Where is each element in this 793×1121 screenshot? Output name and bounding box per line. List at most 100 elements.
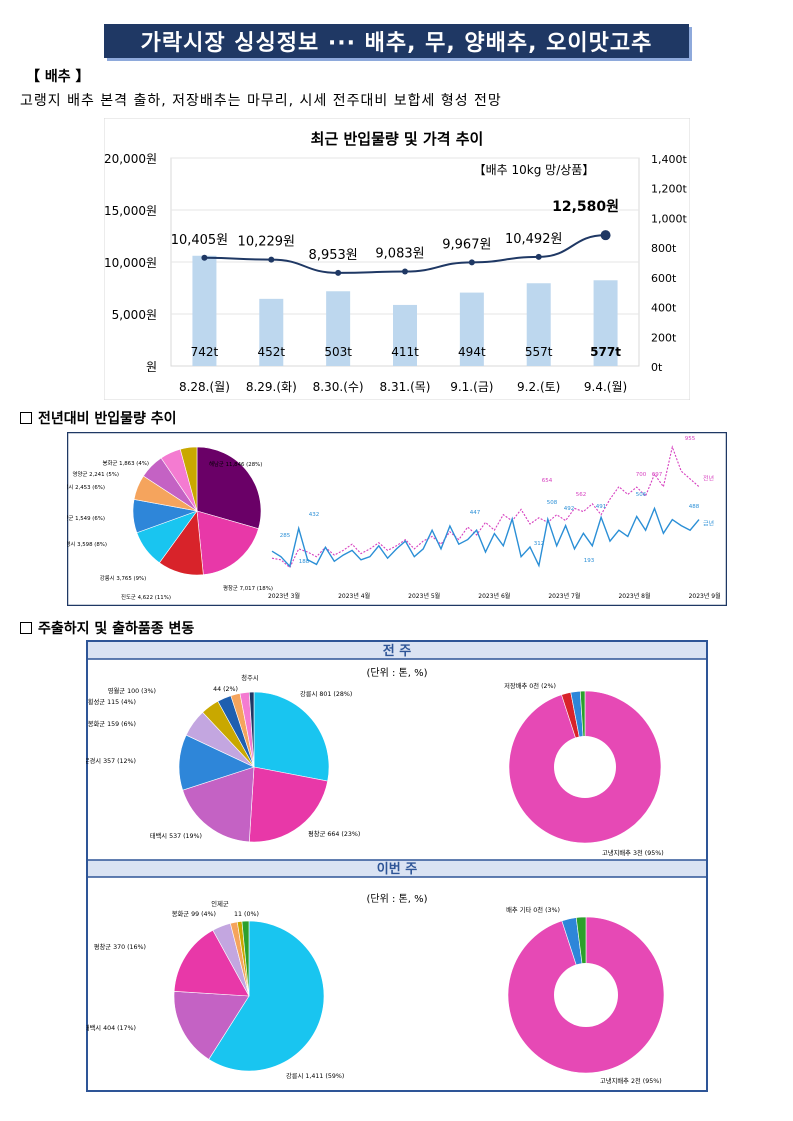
- point-label: 654: [542, 478, 553, 484]
- current-origin-pie-slice: [241, 920, 250, 997]
- y-right-tick: 200t: [651, 331, 677, 344]
- x-tick-label: 2023년 6월: [478, 592, 510, 600]
- pie-label: 평창군 7,017 (18%): [223, 584, 273, 592]
- price-label: 10,229원: [238, 235, 295, 250]
- point-label: 488: [689, 504, 700, 510]
- origin-heading: 주출하지 및 출하품종 변동: [20, 618, 194, 638]
- pie-label: 문경시 3,598 (8%): [67, 541, 107, 548]
- x-tick-label: 8.30.(수): [313, 380, 364, 394]
- x-tick-label: 2023년 4월: [338, 592, 370, 600]
- current-origin-pie-slice: [208, 920, 325, 1072]
- price-label: 9,967원: [442, 237, 491, 252]
- price-label: 10,492원: [505, 232, 562, 247]
- x-tick-label: 8.29.(화): [246, 380, 297, 394]
- volume-label: 494t: [458, 345, 486, 359]
- prev-origin-pie-slice: [248, 766, 329, 843]
- y-left-tick: 원: [146, 360, 157, 374]
- price-label: 10,405원: [171, 233, 228, 248]
- point-label: 188: [299, 559, 310, 565]
- price-volume-chart: 최근 반입물량 및 가격 추이 【배추 10kg 망/상품】 원 5,000원 10,0…: [104, 118, 690, 400]
- volume-bar: [459, 292, 484, 366]
- price-point: [535, 253, 542, 260]
- x-tick-label: 9.4.(월): [584, 380, 627, 394]
- trend-heading-label: 전년대비 반입물량 추이: [38, 411, 177, 427]
- point-label: 447: [470, 510, 481, 516]
- point-label: 700: [636, 472, 647, 478]
- yearly-pie-slice: [196, 446, 262, 530]
- current-origin-pie-slice: [173, 990, 250, 1060]
- price-label: 12,580원: [552, 199, 619, 215]
- yearly-volume-panel: 해남군 11,846 (28%) 평창군 7,017 (18%) 진도군 4,622…: [67, 432, 727, 606]
- period-label-current: 이번 주: [377, 861, 417, 877]
- origin-variety-panel: 전 주이번 주 (단위 : 톤, %) (단위 : 톤, %) 강릉시 801 (28…: [86, 640, 708, 1092]
- volume-label: 503t: [324, 345, 352, 359]
- y-right-tick: 1,200t: [651, 183, 687, 196]
- period-band-current: [88, 860, 706, 877]
- pie-label: 예산군 1,549 (6%): [67, 514, 105, 522]
- x-tick-label: 2023년 7월: [548, 592, 580, 600]
- y-right-tick: 1,400t: [651, 153, 687, 166]
- donut-label: 배추 기타 0천 (3%): [506, 905, 560, 914]
- pie-label: 봉화군 1,863 (4%): [103, 460, 150, 467]
- page-title: 가락시장 싱싱정보 ··· 배추, 무, 양배추, 오이맛고추: [104, 24, 689, 58]
- pie-label: 강릉시 3,765 (9%): [100, 575, 147, 582]
- square-bullet-icon: [20, 412, 32, 424]
- point-label: 955: [685, 436, 696, 442]
- y-right-tick: 1,000t: [651, 212, 687, 225]
- y-right-tick: 800t: [651, 242, 677, 255]
- y-right-tick: 600t: [651, 272, 677, 285]
- prev-variety-donut-hole: [554, 736, 616, 798]
- pie-label: 해남군 11,846 (28%): [209, 460, 262, 468]
- pie-label: 청주시: [241, 674, 258, 682]
- volume-bar: [259, 298, 284, 366]
- trend-series-line: [271, 445, 700, 569]
- current-origin-pie-slice: [173, 929, 250, 997]
- point-label: 562: [576, 492, 587, 498]
- pie-label: 영월군 100 (3%): [108, 686, 156, 695]
- pie-label: 평창군 664 (23%): [308, 829, 360, 838]
- pie-label: 횡성군 115 (4%): [88, 697, 136, 706]
- volume-bar: [593, 280, 618, 366]
- section-heading: 【 배추 】: [26, 69, 90, 85]
- point-label: 312: [534, 541, 545, 547]
- x-tick-label: 9.2.(토): [517, 380, 560, 394]
- summary-text: 고랭지 배추 본격 출하, 저장배추는 마무리, 시세 전주대비 보합세 형성 …: [20, 93, 502, 109]
- point-label: 491: [596, 504, 607, 510]
- pie-label: 평창군 370 (16%): [94, 942, 146, 951]
- price-label: 9,083원: [375, 247, 424, 262]
- point-label: 432: [309, 512, 320, 518]
- donut-label: 고냉지배추 2천 (95%): [600, 1076, 662, 1085]
- prev-origin-pie-slice: [253, 691, 330, 782]
- volume-label: 411t: [391, 345, 419, 359]
- volume-label: 557t: [525, 345, 553, 359]
- pie-label: 44 (2%): [213, 686, 238, 693]
- pie-label: 태백시 537 (19%): [150, 831, 202, 840]
- price-point: [402, 268, 408, 275]
- price-point: [268, 256, 275, 263]
- pie-label: 강릉시 801 (28%): [300, 689, 352, 698]
- x-tick-label: 2023년 3월: [268, 592, 300, 600]
- y-right-tick: 0t: [651, 361, 663, 374]
- price-point: [468, 259, 475, 266]
- donut-label: 고냉지배추 3천 (95%): [602, 848, 664, 857]
- pie-label: 강릉시 1,411 (59%): [286, 1071, 344, 1080]
- point-label: 193: [584, 558, 595, 564]
- period-band-prev: [88, 642, 706, 659]
- period-label-prev: 전 주: [383, 643, 411, 659]
- unit-label: (단위 : 톤, %): [367, 892, 428, 905]
- volume-bar: [526, 283, 551, 366]
- y-right-tick: 400t: [651, 302, 677, 315]
- price-point: [600, 230, 611, 241]
- pie-label: 봉화군 99 (4%): [172, 910, 216, 918]
- pie-label: 태백시 404 (17%): [86, 1023, 136, 1032]
- volume-label: 577t: [590, 345, 621, 359]
- donut-label: 저장배추 0천 (2%): [504, 681, 556, 690]
- square-bullet-icon: [20, 622, 32, 634]
- y-left-tick: 10,000원: [104, 256, 157, 270]
- pie-label: 봉화군 159 (6%): [88, 720, 136, 728]
- volume-bar: [326, 291, 351, 366]
- series-legend-label: 금년: [703, 520, 714, 528]
- point-label: 506: [636, 492, 647, 498]
- point-label: 285: [280, 533, 291, 539]
- pie-label: 문경시 357 (12%): [86, 756, 136, 765]
